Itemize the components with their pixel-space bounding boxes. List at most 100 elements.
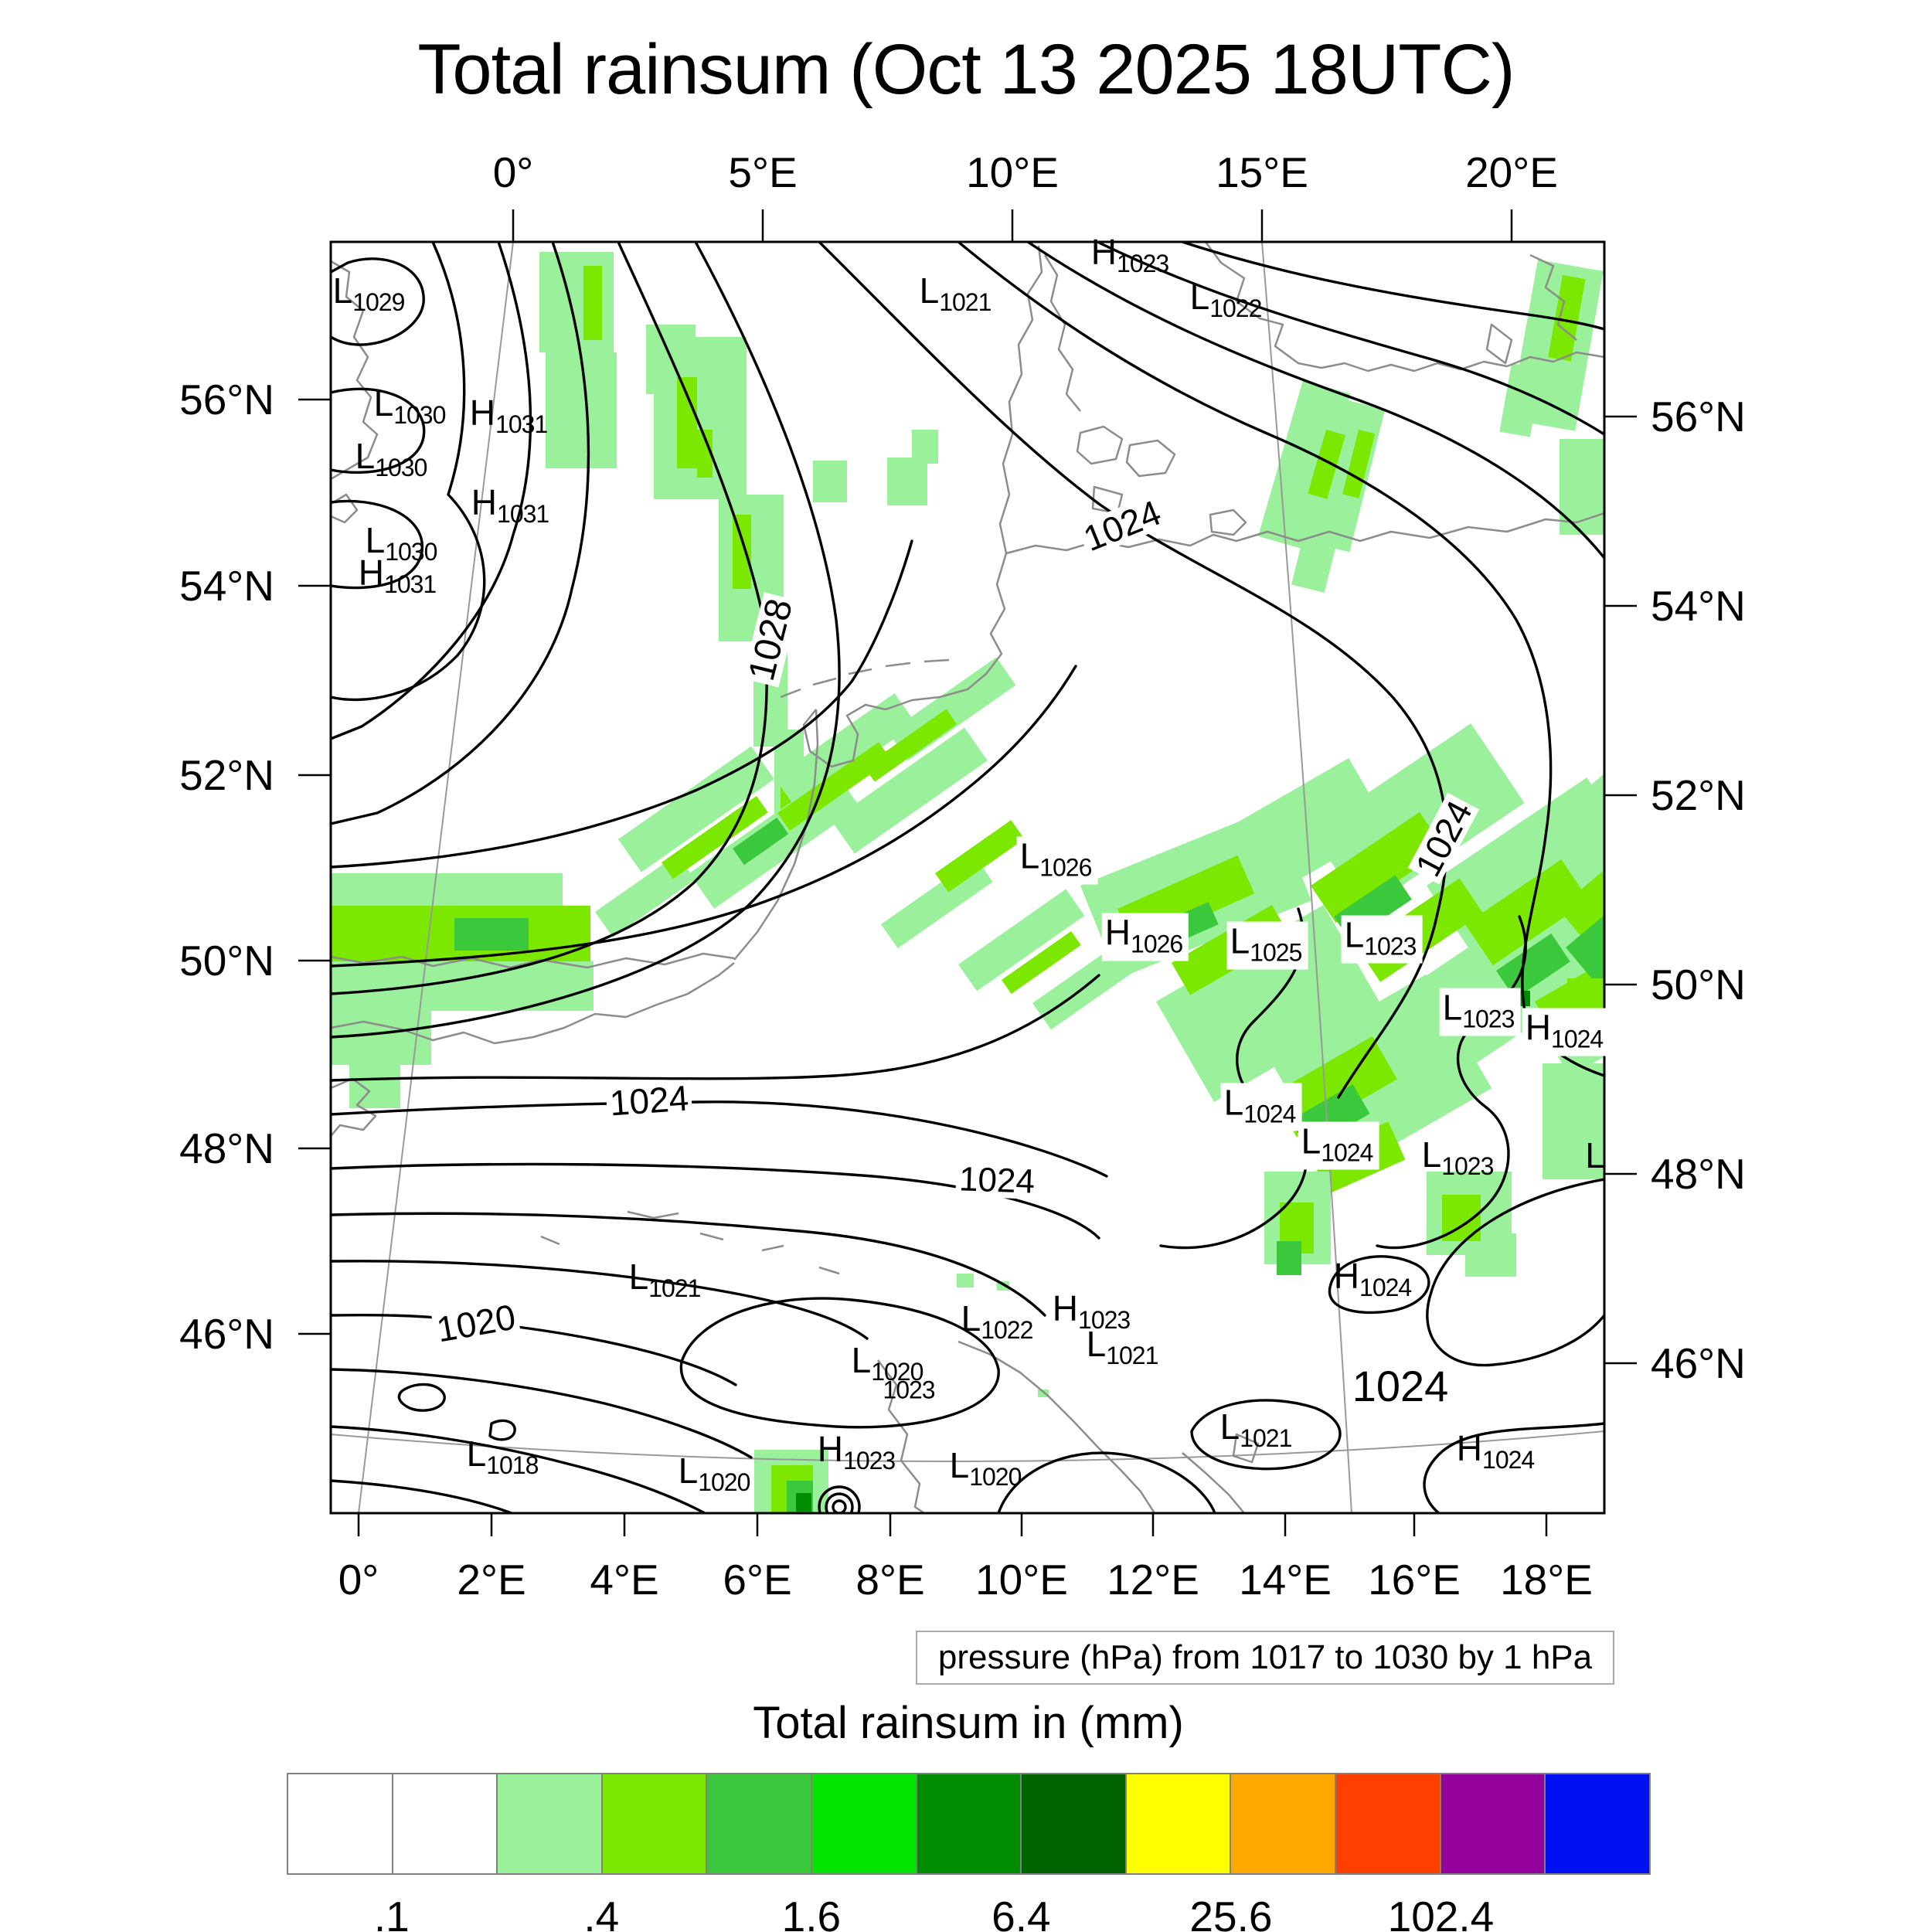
high-pressure-label: H1031 [358, 552, 437, 598]
coastline-layer [331, 242, 1604, 1513]
axis-ticks [298, 209, 1637, 1536]
colorbar-cell [707, 1774, 813, 1873]
pressure-letter: L [919, 270, 940, 311]
pressure-value: 1030 [393, 400, 446, 429]
isobar-label: 1024 [605, 1077, 693, 1124]
low-pressure-label: L1030 [365, 519, 438, 564]
low-pressure-label: L1022 [961, 1301, 1034, 1344]
pressure-letter: H [817, 1428, 844, 1469]
low-pressure-label: L1020 [678, 1450, 751, 1496]
low-pressure-label: L1025 [1226, 920, 1308, 970]
pressure-value: 1021 [648, 1274, 701, 1302]
pressure-letter: L [365, 519, 386, 560]
pressure-caption: pressure (hPa) from 1017 to 1030 by 1 hP… [937, 1638, 1593, 1676]
low-pressure-label: L1026 [1016, 836, 1098, 885]
colorbar-cell [1022, 1774, 1127, 1873]
pressure-value: 1020 [698, 1468, 750, 1496]
pressure-value: 1020 [969, 1462, 1022, 1491]
pressure-value: 1024 [1243, 1100, 1296, 1128]
high-pressure-label: H1024 [1456, 1427, 1535, 1474]
pressure-value: 1023 [1441, 1151, 1494, 1180]
pressure-value: 1023 [1364, 932, 1417, 961]
pressure-letter: L [851, 1339, 872, 1380]
pressure-caption-box: pressure (hPa) from 1017 to 1030 by 1 hP… [916, 1631, 1614, 1685]
pressure-value: 1023 [883, 1376, 935, 1404]
pressure-letter: L [332, 270, 353, 311]
lon-label-bottom: 2°E [457, 1556, 526, 1604]
low-pressure-label: L1030 [355, 438, 428, 480]
low-pressure-label: L1023 [1422, 1137, 1495, 1180]
lat-label-right: 54°N [1651, 582, 1746, 630]
lon-label-bottom: 18°E [1500, 1556, 1593, 1604]
lat-label-left: 46°N [179, 1310, 274, 1358]
pressure-value: 1026 [1131, 930, 1183, 958]
lon-label-top: 5°E [728, 148, 798, 196]
colorbar-cell [393, 1774, 498, 1873]
low-pressure-label: L1020 [851, 1339, 924, 1386]
page-title: Total rainsum (Oct 13 2025 18UTC) [417, 30, 1515, 109]
colorbar-cell [1126, 1774, 1232, 1873]
colorbar-cell [1336, 1774, 1441, 1873]
pressure-value: 1024 [1551, 1025, 1604, 1053]
lon-label-top: 0° [492, 148, 534, 196]
high-pressure-label: H1024 [1522, 1007, 1610, 1056]
lon-label-bottom: 10°E [975, 1556, 1068, 1604]
lon-label-bottom: 14°E [1239, 1556, 1332, 1604]
pressure-letter: H [1052, 1287, 1079, 1328]
pressure-value: 1023 [1117, 249, 1169, 277]
isobar-label: 1024 [1349, 1365, 1452, 1408]
pressure-letter: H [1525, 1007, 1552, 1048]
pressure-letter: L [1086, 1323, 1107, 1364]
lat-label-right: 52°N [1651, 771, 1746, 819]
pressure-value: 1024 [1321, 1138, 1373, 1167]
low-pressure-label: L1021 [1220, 1409, 1293, 1452]
pressure-letter: H [469, 392, 496, 433]
high-pressure-label: H1031 [469, 392, 548, 437]
low-pressure-label: L1021 [1086, 1323, 1159, 1368]
pressure-value: 1021 [1240, 1423, 1292, 1452]
pressure-letter: L [1230, 920, 1250, 961]
pressure-value: 1022 [1209, 294, 1262, 322]
pressure-letter: H [1456, 1427, 1483, 1468]
pressure-letter: H [1090, 231, 1117, 272]
colorbar-tick-label: 6.4 [992, 1893, 1051, 1932]
pressure-value: 1025 [1250, 938, 1302, 967]
low-pressure-label: L1020 [950, 1447, 1022, 1489]
pressure-value: 1021 [939, 287, 992, 316]
pressure-value: 1020 [871, 1357, 923, 1386]
lat-label-left: 48°N [179, 1124, 274, 1172]
pressure-letter: L [1223, 1082, 1244, 1123]
lat-label-left: 56°N [179, 376, 274, 423]
colorbar [287, 1773, 1651, 1875]
colorbar-cell [1440, 1774, 1546, 1873]
pressure-letter: H [471, 481, 498, 522]
low-pressure-label: L1022 [1190, 279, 1263, 322]
pressure-letter: H [1333, 1255, 1360, 1296]
colorbar-cell [917, 1774, 1022, 1873]
pressure-letter: H [358, 552, 385, 593]
pressure-letter: L [1585, 1135, 1605, 1176]
pressure-value: 1026 [1039, 853, 1092, 882]
low-pressure-label: L1024 [1298, 1121, 1379, 1170]
colorbar-tick-label: 25.6 [1189, 1893, 1273, 1932]
pressure-value: 1031 [497, 499, 549, 528]
pressure-value: 1024 [1482, 1445, 1535, 1474]
lon-label-top: 15°E [1216, 148, 1308, 196]
lon-label-top: 10°E [966, 148, 1059, 196]
isobar-label: 1024 [955, 1160, 1039, 1201]
lat-label-left: 54°N [179, 562, 274, 610]
pressure-value: 1023 [1462, 1005, 1515, 1033]
contour-value-fragment: 1023 [883, 1376, 935, 1404]
low-pressure-label: L1029 [332, 270, 406, 315]
lon-label-bottom: 0° [338, 1556, 379, 1604]
colorbar-cell [812, 1774, 917, 1873]
lon-label-bottom: 4°E [590, 1556, 659, 1604]
lon-label-bottom: 6°E [723, 1556, 792, 1604]
pressure-letter: L [678, 1450, 699, 1491]
pressure-letter: L [1442, 987, 1463, 1028]
lon-label-bottom: 12°E [1107, 1556, 1199, 1604]
pressure-value: 1022 [981, 1315, 1033, 1344]
colorbar-cell [288, 1774, 393, 1873]
pressure-value: 1031 [384, 570, 437, 598]
high-pressure-label: H1023 [817, 1428, 896, 1473]
